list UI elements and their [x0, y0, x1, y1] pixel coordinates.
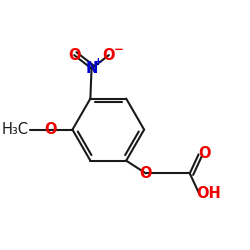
Text: H₃C: H₃C — [2, 122, 28, 137]
Text: O: O — [198, 146, 211, 161]
Text: O: O — [44, 122, 57, 137]
Text: −: − — [114, 43, 124, 56]
Text: +: + — [94, 56, 102, 66]
Text: OH: OH — [196, 186, 221, 201]
Text: O: O — [140, 166, 152, 181]
Text: O: O — [102, 48, 115, 63]
Text: O: O — [68, 48, 80, 63]
Text: N: N — [85, 61, 98, 76]
